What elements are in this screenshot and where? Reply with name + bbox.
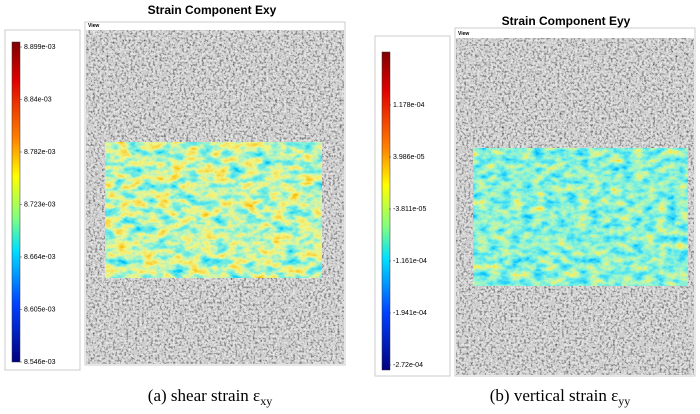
view-label: View bbox=[88, 23, 99, 29]
colorbar-label: -2.72e-04 bbox=[393, 362, 423, 369]
colorbar-label: 8.546e-03 bbox=[24, 359, 56, 366]
colorbar-label: 8.605e-03 bbox=[24, 306, 56, 313]
colorbar-label: -1.941e-04 bbox=[393, 310, 427, 317]
strain-field bbox=[105, 142, 322, 278]
view-label: View bbox=[458, 31, 469, 37]
strain-field bbox=[473, 148, 688, 286]
caption-subscript: xy bbox=[260, 394, 272, 408]
caption: (a) shear strain εxy bbox=[148, 386, 272, 408]
colorbar bbox=[11, 41, 21, 363]
caption-subscript: yy bbox=[618, 394, 630, 408]
colorbar bbox=[381, 51, 391, 371]
colorbar-label: 1.178e-04 bbox=[393, 102, 425, 109]
caption-text: (a) shear strain ε bbox=[148, 386, 260, 405]
colorbar-label: -1.161e-04 bbox=[393, 258, 427, 265]
panel-title: Strain Component Exy bbox=[148, 3, 277, 17]
panel-title: Strain Component Eyy bbox=[502, 14, 631, 28]
colorbar-label: 8.84e-03 bbox=[24, 96, 52, 103]
caption: (b) vertical strain εyy bbox=[490, 386, 630, 408]
colorbar-label: 8.899e-03 bbox=[24, 44, 56, 51]
colorbar-label: 8.664e-03 bbox=[24, 254, 56, 261]
colorbar-label: 8.723e-03 bbox=[24, 201, 56, 208]
caption-text: (b) vertical strain ε bbox=[490, 386, 618, 405]
colorbar-label: -3.811e-05 bbox=[393, 206, 426, 213]
colorbar-label: 3.986e-05 bbox=[393, 154, 425, 161]
colorbar-label: 8.782e-03 bbox=[24, 149, 56, 156]
